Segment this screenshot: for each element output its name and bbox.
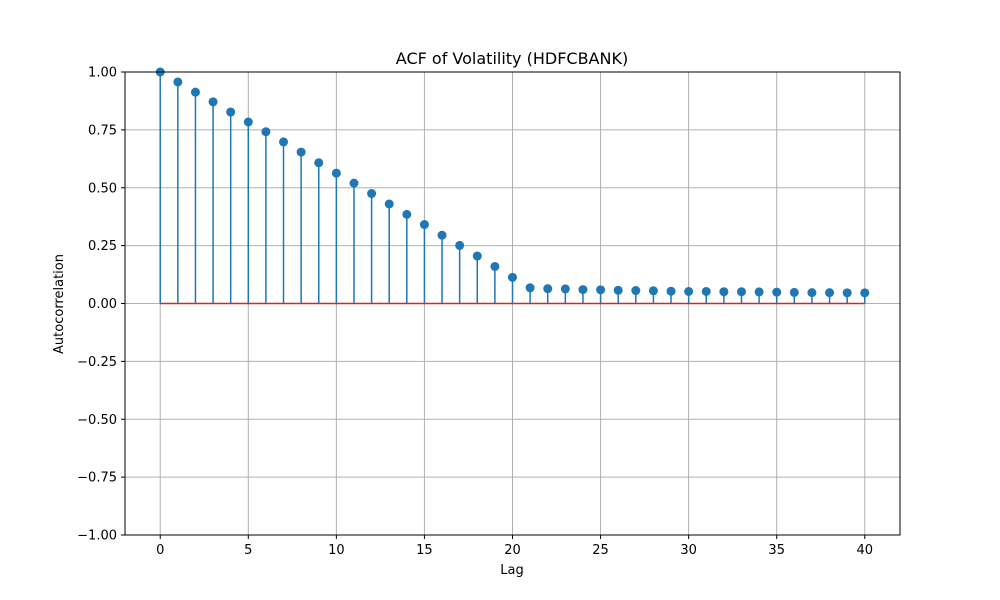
stem-marker <box>384 199 394 209</box>
x-tick-label: 15 <box>416 543 433 558</box>
stem-marker <box>736 287 746 297</box>
y-tick-label: −0.50 <box>77 413 117 428</box>
stem-marker <box>789 287 799 297</box>
stem-marker <box>560 284 570 294</box>
stem-marker <box>543 284 553 294</box>
x-axis-ticks: 0 5 10 15 20 25 30 35 40 <box>156 535 873 558</box>
x-tick-label: 35 <box>768 543 785 558</box>
x-tick-label: 0 <box>156 543 164 558</box>
y-tick-label: 0.00 <box>88 297 117 312</box>
stem-marker <box>596 285 606 295</box>
x-tick-label: 40 <box>856 543 873 558</box>
stem-marker <box>508 272 517 282</box>
stem-marker <box>331 168 341 178</box>
stem-marker <box>419 220 429 230</box>
stem-marker <box>666 286 676 296</box>
y-tick-label: −0.25 <box>77 355 117 370</box>
y-axis-label: Autocorrelation <box>52 254 67 354</box>
stem-marker <box>825 288 835 298</box>
chart-title: ACF of Volatility (HDFCBANK) <box>396 49 628 68</box>
stem-marker <box>190 87 200 97</box>
stem-marker <box>279 137 289 147</box>
stem-marker <box>578 285 588 295</box>
stem-marker <box>173 77 183 87</box>
y-tick-label: −1.00 <box>77 529 117 544</box>
y-axis-ticks: −1.00 −0.75 −0.50 −0.25 0.00 0.25 0.50 0.75 1.00 <box>77 66 125 544</box>
stem-marker <box>296 147 306 157</box>
x-tick-label: 30 <box>680 543 697 558</box>
stem-marker <box>208 97 218 107</box>
x-tick-label: 10 <box>328 543 345 558</box>
stem-marker <box>719 287 729 297</box>
stem-marker <box>807 288 817 298</box>
stem-marker <box>631 286 641 296</box>
stem-marker <box>261 127 271 137</box>
stem-marker <box>525 283 535 293</box>
x-axis-label: Lag <box>500 563 523 578</box>
x-tick-label: 5 <box>244 543 252 558</box>
stem-marker <box>842 288 852 298</box>
stem-marker <box>367 189 377 199</box>
stem-marker <box>613 285 623 295</box>
stem-marker <box>226 107 236 117</box>
stem-marker <box>402 209 412 219</box>
stem-marker <box>648 286 658 296</box>
y-tick-label: 0.75 <box>88 123 117 138</box>
stem-marker <box>754 287 764 297</box>
y-tick-label: 0.50 <box>88 181 117 196</box>
y-tick-label: −0.75 <box>77 471 117 486</box>
stem-marker <box>455 240 465 250</box>
stem-marker <box>772 287 782 297</box>
stem-marker <box>701 286 711 296</box>
y-tick-label: 1.00 <box>88 66 117 81</box>
stem-marker <box>349 178 359 188</box>
stem-series <box>155 67 870 305</box>
stem-marker <box>472 251 482 261</box>
stem-marker <box>314 158 324 168</box>
stem-marker <box>860 288 870 298</box>
stem-marker <box>490 261 500 271</box>
stem-marker <box>684 286 694 296</box>
stem-marker <box>243 117 253 127</box>
stem-marker <box>437 230 447 240</box>
x-tick-label: 20 <box>504 543 521 558</box>
y-tick-label: 0.25 <box>88 239 117 254</box>
x-tick-label: 25 <box>592 543 609 558</box>
